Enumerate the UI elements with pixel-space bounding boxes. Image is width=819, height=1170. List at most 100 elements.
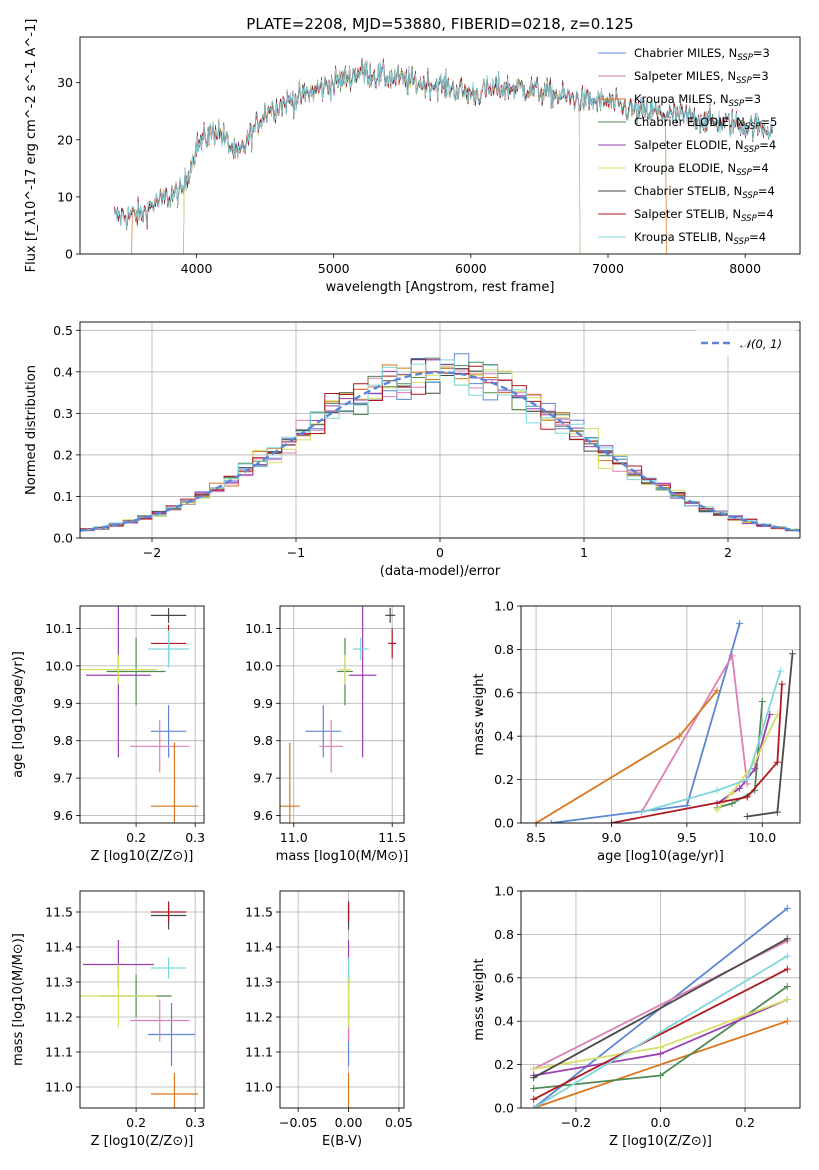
x-tick-label: 0.05 [385,1115,413,1130]
mass-vs-metallicity-panel: 0.2 0.3 11.0 11.1 11.2 11.3 11.4 11.5 Z [log10(Z… [11,890,205,1149]
spectrum-line-kroupa-elodie [183,61,581,254]
errorbar-kroupa-miles [150,1073,199,1108]
spectrum-line-kroupa-stelib [113,60,773,229]
gridlines [80,891,204,1108]
errorbar-salpeter-miles [130,999,190,1042]
weight-marker [532,819,540,823]
errorbar-kroupa-stelib [147,630,190,668]
axes: 0.2 0.3 11.0 11.1 11.2 11.3 11.4 11.5 Z [log10(Z… [11,890,205,1149]
legend-value: =4 [759,138,776,152]
weight-marker [713,806,721,814]
y-tick-label: 9.6 [253,808,273,823]
age-vs-metallicity-panel: 0.2 0.3 9.6 9.7 9.8 9.9 10.0 10.1 Z [log10(Z/Z⊙)… [11,605,205,864]
legend-text: Chabrier STELIB, N [634,184,742,198]
y-tick-label: 9.8 [53,733,73,748]
legend-subscript: SSP [734,237,750,247]
x-tick-label: 0.0 [651,1115,671,1130]
residual-histogram-panel: −2 −1 0 1 2 0.0 0.1 0.2 0.3 0.4 0.5 (data-model)/er… [24,321,801,579]
legend-entry: Chabrier ELODIE, NSSP=5 [634,115,777,132]
axes-frame [79,890,205,1109]
x-tick-label: 0.2 [126,830,146,845]
errorbar-salpeter-stelib [150,901,187,923]
x-tick-label: 11.5 [378,830,406,845]
legend-subscript: SSP [729,99,745,109]
x-axis-label: Z [log10(Z/Z⊙)] [91,849,194,864]
y-axis-label: mass weight [472,958,487,1040]
weight-marker [783,935,791,943]
plot-area [280,606,397,823]
legend-entry: Salpeter MILES, NSSP=3 [634,69,769,86]
y-tick-label: 11.2 [45,1010,73,1025]
legend-text: Kroupa STELIB, N [634,230,734,244]
y-tick-label: 0.2 [494,772,514,787]
legend-subscript: SSP [742,191,758,201]
weight-marker [783,982,791,990]
x-tick-label: −0.2 [561,1115,591,1130]
weight-vs-age-panel: 8.5 9.0 9.5 10.0 0.0 0.2 0.4 0.6 0.8 1.0 age [log1… [472,599,801,864]
weight-marker [783,1017,791,1025]
errorbar-chabrier-miles [305,705,342,758]
weight-marker [751,765,759,773]
errorbar-chabrier-miles [147,1003,196,1066]
legend-subscript: SSP [736,76,752,86]
weight-marker [728,652,736,660]
y-tick-label: 0.8 [494,927,514,942]
errorbar-salpeter-elodie [348,606,377,758]
weight-line-salpeter-miles [640,653,749,813]
errorbar-kroupa-elodie [80,964,157,1028]
y-tick-label: 0.5 [53,323,73,338]
weight-marker [743,793,751,801]
legend-text: Salpeter MILES, N [634,69,736,83]
axes-frame [79,321,801,539]
errorbar-chabrier-stelib [385,607,396,623]
weight-marker [783,996,791,1003]
weight-marker [530,1104,538,1108]
y-tick-label: 10.0 [45,658,73,673]
y-tick-label: 11.5 [45,905,73,920]
y-tick-label: 0.8 [494,642,514,657]
legend-value: =4 [749,230,766,244]
plot-area [532,619,796,823]
legend-entry: Chabrier MILES, NSSP=3 [634,46,770,63]
weight-line-chabrier-stelib [533,937,788,1079]
weight-marker [743,812,751,820]
x-tick-label: 8000 [729,261,761,276]
y-tick-label: 30 [57,75,73,90]
y-tick-label: 11.5 [245,905,273,920]
errorbar-kroupa-miles [280,742,300,823]
errorbar-kroupa-elodie [339,654,351,685]
y-tick-label: 11.4 [245,940,273,955]
x-tick-label: 0.2 [735,1115,755,1130]
legend-entry: Salpeter ELODIE, NSSP=4 [634,138,776,155]
weight-vs-metallicity-panel: −0.2 0.0 0.2 0.0 0.2 0.4 0.6 0.8 1.0 Z [log10(Z/Z… [472,884,801,1149]
mass-vs-ebv-panel: −0.05 0.00 0.05 11.0 11.1 11.2 11.3 11.4 11.5 E(B… [245,890,413,1149]
y-tick-label: 9.8 [253,733,273,748]
x-axis-label: Z [log10(Z/Z⊙)] [609,1134,712,1149]
x-tick-label: 0.2 [126,1115,146,1130]
legend-subscript: SSP [737,53,753,63]
x-tick-label: 0 [436,545,444,560]
y-tick-label: 11.0 [45,1080,73,1095]
histogram-kroupa-stelib [80,359,800,538]
y-tick-label: 11.2 [245,1010,273,1025]
y-tick-label: 10.0 [245,658,273,673]
chart-title: PLATE=2208, MJD=53880, FIBERID=0218, z=0… [246,15,633,33]
legend-text: Kroupa MILES, N [634,92,729,106]
plot-area [113,57,773,254]
x-tick-label: 0.3 [185,1115,205,1130]
weight-marker [783,952,791,960]
spectrum-line-salpeter-elodie [183,61,581,254]
legend-subscript: SSP [745,122,761,132]
gridlines [80,606,204,823]
legend-text: Chabrier MILES, N [634,46,737,60]
y-axis-label: mass weight [472,673,487,755]
x-axis-label: (data-model)/error [380,564,501,579]
axes-frame [279,890,405,1109]
y-tick-label: 9.9 [253,696,273,711]
weight-marker [728,799,736,807]
weight-line-kroupa-stelib [641,670,782,813]
x-tick-label: 0.00 [335,1115,363,1130]
y-tick-label: 0.4 [494,729,514,744]
axes: 8.5 9.0 9.5 10.0 0.0 0.2 0.4 0.6 0.8 1.0 age [log1… [472,599,801,864]
weight-line-kroupa-miles [533,1020,788,1108]
